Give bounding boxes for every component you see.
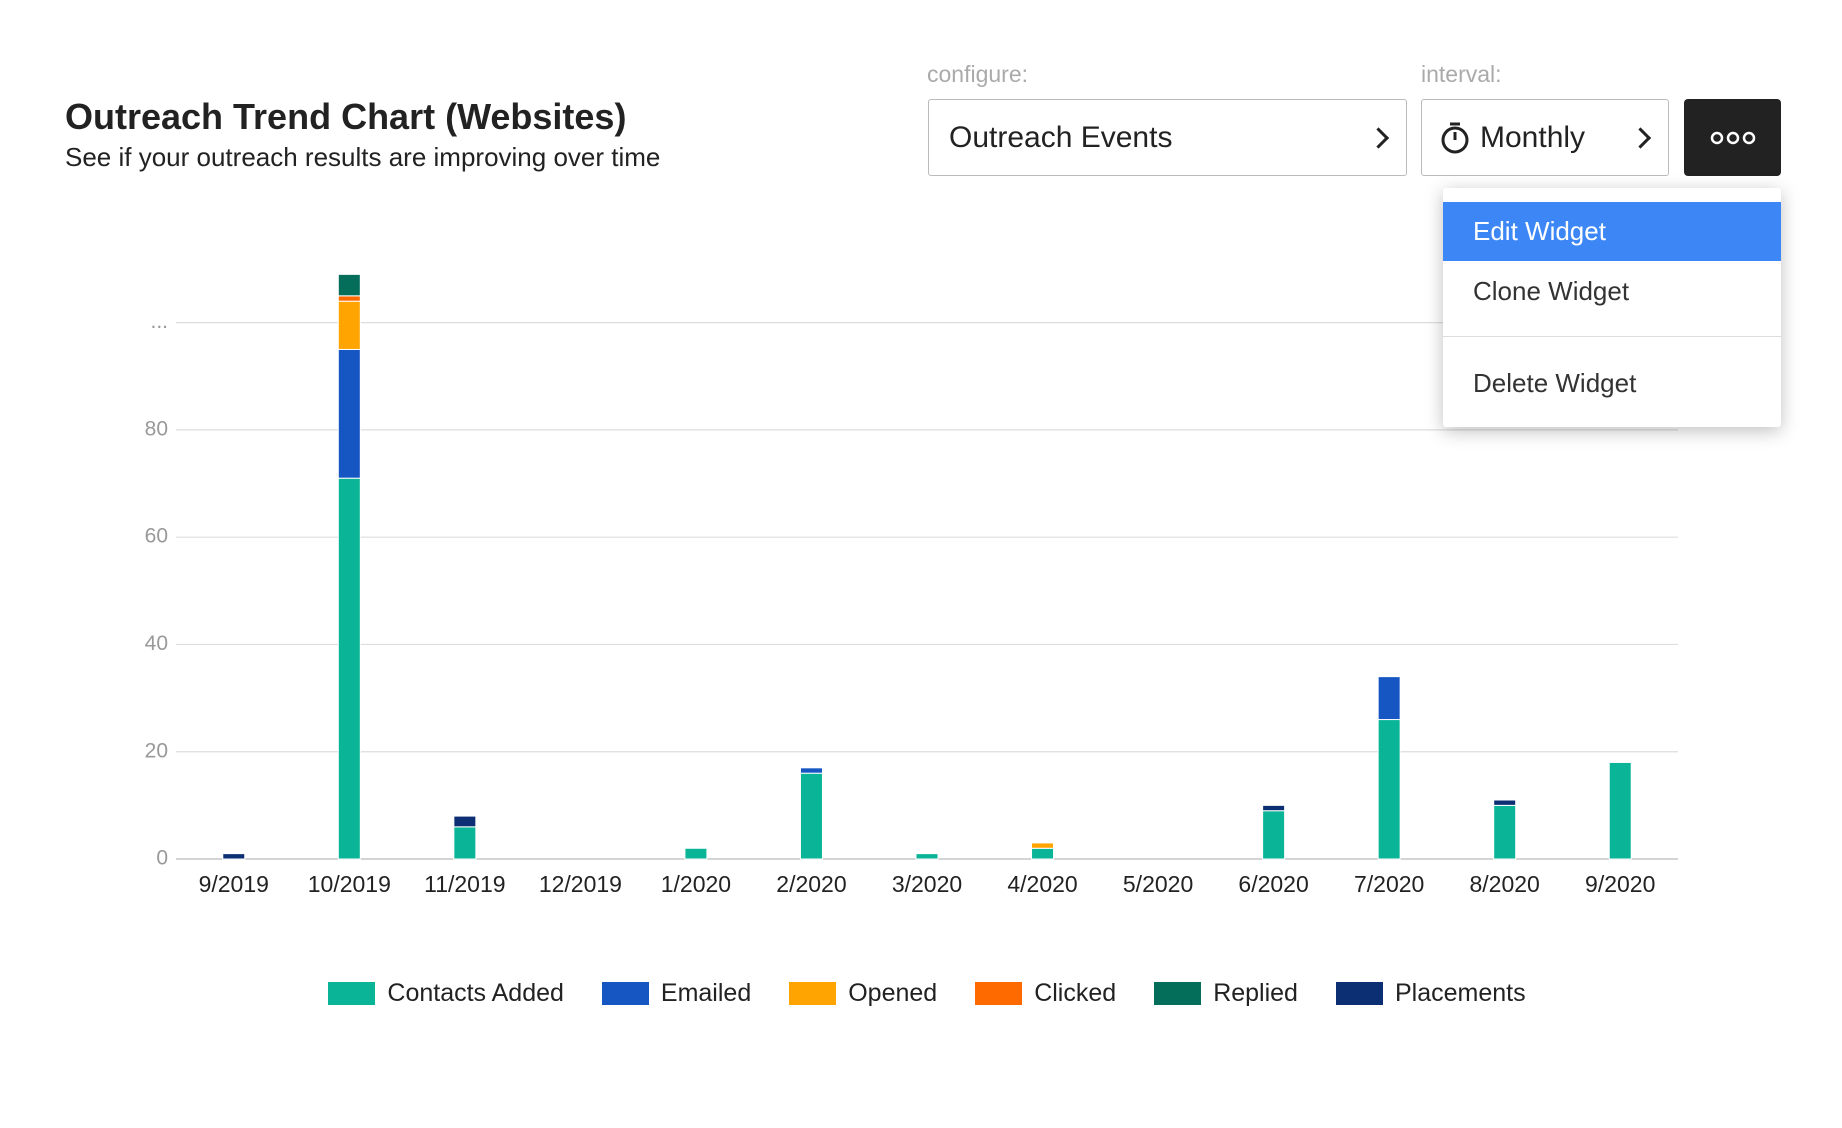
legend-item[interactable]: Opened xyxy=(789,979,937,1008)
interval-label: interval: xyxy=(1421,61,1502,87)
configure-select[interactable]: Outreach Events xyxy=(928,99,1407,176)
x-tick-label: 8/2020 xyxy=(1470,871,1540,897)
menu-divider xyxy=(1443,336,1781,337)
legend-swatch xyxy=(789,982,837,1005)
legend: Contacts Added Emailed Opened Clicked Replie… xyxy=(176,979,1678,1008)
x-tick-label: 4/2020 xyxy=(1007,871,1077,897)
bar-segment xyxy=(1031,847,1055,860)
x-tick-label: 9/2020 xyxy=(1585,871,1655,897)
x-tick-label: 5/2020 xyxy=(1123,871,1193,897)
legend-item[interactable]: Contacts Added xyxy=(328,979,564,1008)
y-tick-label: 40 xyxy=(145,632,168,655)
configure-label: configure: xyxy=(927,61,1029,87)
bar-segment xyxy=(337,273,361,297)
x-tick-label: 6/2020 xyxy=(1238,871,1308,897)
more-button[interactable] xyxy=(1684,99,1781,176)
dropdown-menu: Edit Widget Clone Widget Delete Widget xyxy=(1443,188,1781,427)
interval-value: Monthly xyxy=(1480,120,1586,154)
bar-segment xyxy=(453,815,477,828)
x-tick-label: 2/2020 xyxy=(776,871,846,897)
bar-segment xyxy=(337,477,361,860)
legend-swatch xyxy=(328,982,376,1005)
bar-segment xyxy=(1608,761,1632,860)
bar-segment xyxy=(337,295,361,302)
y-tick-label: 20 xyxy=(145,739,168,762)
bar-segment xyxy=(337,300,361,350)
bar-segment xyxy=(1031,842,1055,849)
menu-item[interactable]: Edit Widget xyxy=(1443,202,1781,261)
bar-segment xyxy=(1493,799,1517,806)
legend-label: Placements xyxy=(1394,979,1526,1007)
x-tick-label: 9/2019 xyxy=(199,871,269,897)
legend-swatch xyxy=(601,982,649,1005)
y-tick-label: ... xyxy=(150,310,168,333)
bar-segment xyxy=(222,853,246,860)
stopwatch-icon xyxy=(1441,122,1469,153)
x-tick-label: 3/2020 xyxy=(892,871,962,897)
menu-item[interactable]: Delete Widget xyxy=(1473,368,1637,398)
menu-item[interactable]: Clone Widget xyxy=(1473,276,1630,306)
legend-item[interactable]: Clicked xyxy=(975,979,1116,1008)
bar-segment xyxy=(799,767,823,774)
bar-segment xyxy=(1262,810,1286,860)
x-tick-label: 7/2020 xyxy=(1354,871,1424,897)
legend-label: Replied xyxy=(1213,979,1298,1007)
bar-segment xyxy=(1377,719,1401,860)
bar-segment xyxy=(1493,804,1517,860)
configure-value: Outreach Events xyxy=(949,120,1173,154)
x-tick-label: 11/2019 xyxy=(424,871,505,897)
interval-select[interactable]: Monthly xyxy=(1421,99,1669,176)
legend-item[interactable]: Emailed xyxy=(601,979,752,1008)
y-tick-label: 0 xyxy=(156,847,168,870)
widget-subtitle: See if your outreach results are improvi… xyxy=(65,142,661,172)
legend-label: Clicked xyxy=(1034,979,1117,1007)
x-tick-label: 1/2020 xyxy=(661,871,731,897)
legend-swatch xyxy=(1154,982,1202,1005)
widget-title: Outreach Trend Chart (Websites) xyxy=(65,96,627,137)
legend-item[interactable]: Replied xyxy=(1154,979,1298,1008)
x-tick-label: 12/2019 xyxy=(539,871,622,897)
y-tick-label: 60 xyxy=(145,525,168,548)
legend-label: Contacts Added xyxy=(387,979,564,1007)
bar-segment xyxy=(1377,676,1401,721)
bar-segment xyxy=(337,348,361,479)
bar-segment xyxy=(1262,804,1286,812)
legend-item[interactable]: Placements xyxy=(1335,979,1526,1008)
more-icon xyxy=(1710,131,1755,144)
x-tick-label: 10/2019 xyxy=(308,871,391,897)
bar-segment xyxy=(799,772,823,860)
legend-swatch xyxy=(1335,982,1383,1005)
bar-segment xyxy=(684,847,708,860)
bar-segment xyxy=(915,853,939,860)
legend-swatch xyxy=(975,982,1023,1005)
bar-segment xyxy=(453,826,477,860)
legend-label: Opened xyxy=(848,979,938,1007)
legend-label: Emailed xyxy=(660,979,752,1007)
y-tick-label: 80 xyxy=(145,417,168,440)
